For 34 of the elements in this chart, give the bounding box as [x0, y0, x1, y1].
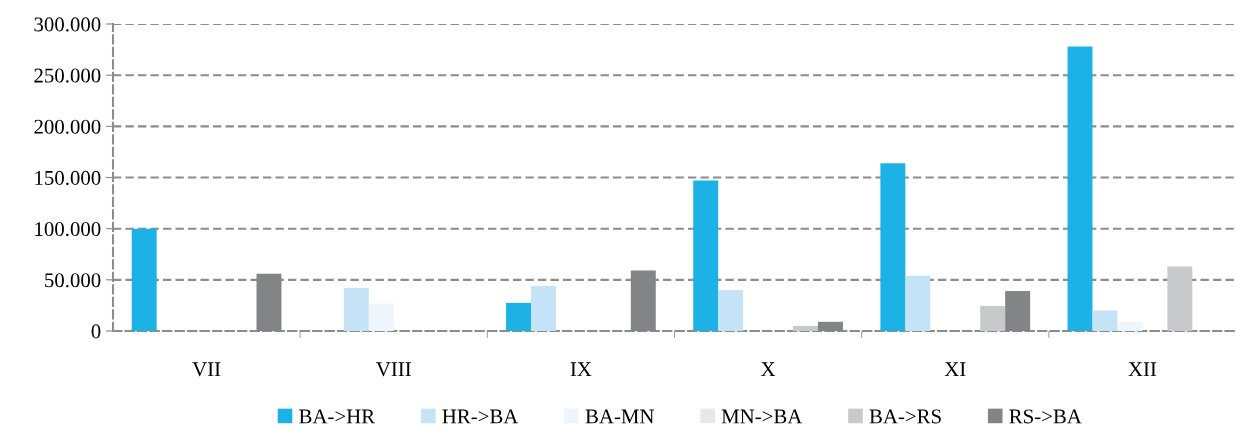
bar — [131, 228, 157, 331]
x-tick-label: XII — [1128, 362, 1157, 377]
bar — [880, 163, 906, 331]
legend-label: MN->BA — [721, 409, 803, 424]
x-tick-label: IX — [570, 362, 592, 377]
bar — [343, 288, 369, 331]
legend-label: RS->BA — [1009, 409, 1082, 424]
y-tick-label: 250.000 — [34, 68, 101, 83]
x-tick-label: VIII — [376, 362, 411, 377]
x-tick-label: XI — [944, 362, 966, 377]
legend-label: BA-MN — [585, 409, 654, 424]
bar — [693, 180, 719, 331]
x-tick-label: VII — [192, 362, 221, 377]
bar — [980, 305, 1006, 331]
y-tick-label: 300.000 — [34, 17, 101, 32]
legend-label: BA->HR — [299, 409, 376, 424]
y-tick-label: 100.000 — [35, 222, 101, 237]
bar — [1117, 321, 1143, 331]
bar — [793, 325, 818, 331]
bar — [1067, 46, 1093, 331]
y-tick-label: 50.000 — [45, 273, 101, 288]
legend-label: BA->RS — [869, 409, 941, 424]
bar — [506, 302, 532, 331]
bar — [905, 275, 931, 331]
x-tick-label: X — [761, 362, 776, 377]
bar — [531, 285, 556, 331]
y-tick-label: 150.000 — [35, 170, 101, 186]
legend-label: HR->BA — [442, 409, 519, 424]
bar — [718, 290, 744, 331]
bar — [368, 303, 394, 331]
bar — [1167, 266, 1193, 331]
y-tick-label: 200.000 — [34, 119, 101, 134]
bar — [1092, 310, 1118, 331]
y-tick-label: 0 — [91, 324, 101, 339]
